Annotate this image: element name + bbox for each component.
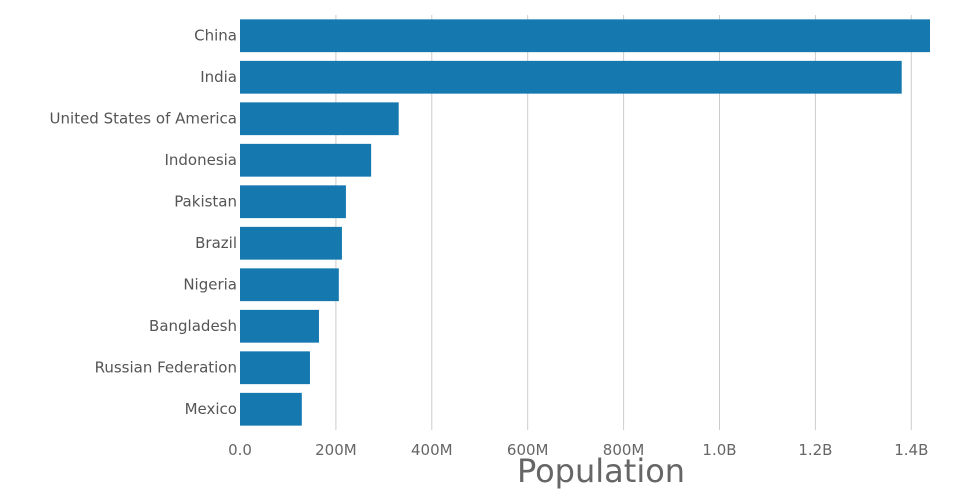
bar-pakistan xyxy=(240,185,346,219)
category-label: Brazil xyxy=(195,234,237,252)
bar-russian-federation xyxy=(240,351,310,385)
bar-brazil xyxy=(240,226,342,260)
category-label: Indonesia xyxy=(164,151,237,169)
category-label: United States of America xyxy=(50,109,237,127)
category-label: Mexico xyxy=(185,400,237,418)
x-tick-label: 800M xyxy=(603,441,645,459)
x-tick-label: 1.2B xyxy=(798,441,832,459)
x-axis-title: Population xyxy=(517,452,685,490)
x-tick-label: 1.4B xyxy=(894,441,928,459)
bar-bangladesh xyxy=(240,309,319,343)
category-label: India xyxy=(200,68,237,86)
category-label: Russian Federation xyxy=(95,358,237,376)
category-label: Nigeria xyxy=(183,275,237,293)
category-label: Pakistan xyxy=(174,192,237,210)
x-tick-label: 600M xyxy=(507,441,549,459)
bar-united-states-of-america xyxy=(240,102,399,136)
x-tick-label: 400M xyxy=(411,441,453,459)
x-tick-label: 200M xyxy=(315,441,357,459)
category-labels: China India United States of America Indone… xyxy=(50,26,237,418)
bar-nigeria xyxy=(240,268,339,302)
x-tick-label: 1.0B xyxy=(702,441,736,459)
category-label: China xyxy=(194,26,237,44)
bar-china xyxy=(240,19,930,53)
x-tick-label: 0.0 xyxy=(228,441,252,459)
category-label: Bangladesh xyxy=(149,317,237,335)
bar-mexico xyxy=(240,392,302,426)
bar-indonesia xyxy=(240,143,372,177)
bars xyxy=(240,19,930,426)
bar-india xyxy=(240,60,902,94)
x-tick-labels: 0.0 200M 400M 600M 800M 1.0B 1.2B 1.4B xyxy=(228,441,928,459)
